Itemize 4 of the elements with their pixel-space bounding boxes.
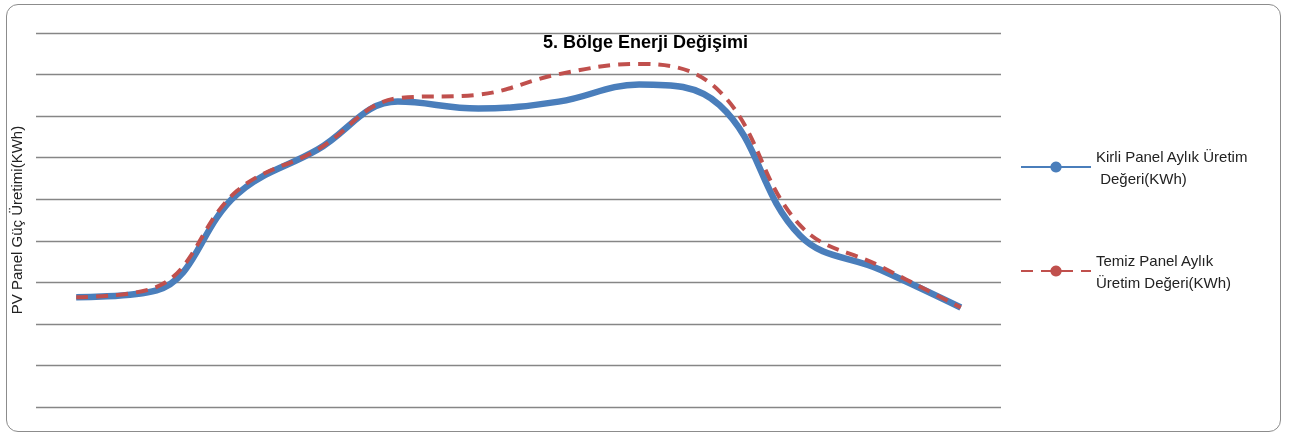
legend-label: Temiz Panel Aylık Üretim Değeri(KWh) xyxy=(1096,251,1232,291)
y-axis-title: PV Panel Güç Üretimi(KWh) xyxy=(8,125,25,315)
chart-title: 5. Bölge Enerji Değişimi xyxy=(542,32,749,52)
legend-label: Kirli Panel Aylık Üretim Değeri(KWh) xyxy=(1096,147,1248,187)
